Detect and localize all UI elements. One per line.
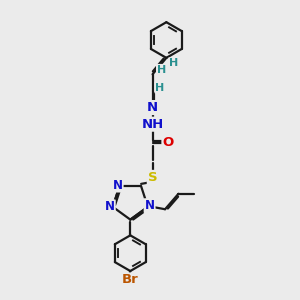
Text: H: H xyxy=(169,58,178,68)
Text: N: N xyxy=(147,101,158,114)
Text: N: N xyxy=(145,199,154,212)
Text: NH: NH xyxy=(142,118,164,131)
Text: Br: Br xyxy=(122,273,139,286)
Text: S: S xyxy=(148,171,158,184)
Text: N: N xyxy=(113,178,123,192)
Text: H: H xyxy=(155,82,165,93)
Text: N: N xyxy=(105,200,115,213)
Text: H: H xyxy=(157,65,166,75)
Text: O: O xyxy=(162,136,174,149)
